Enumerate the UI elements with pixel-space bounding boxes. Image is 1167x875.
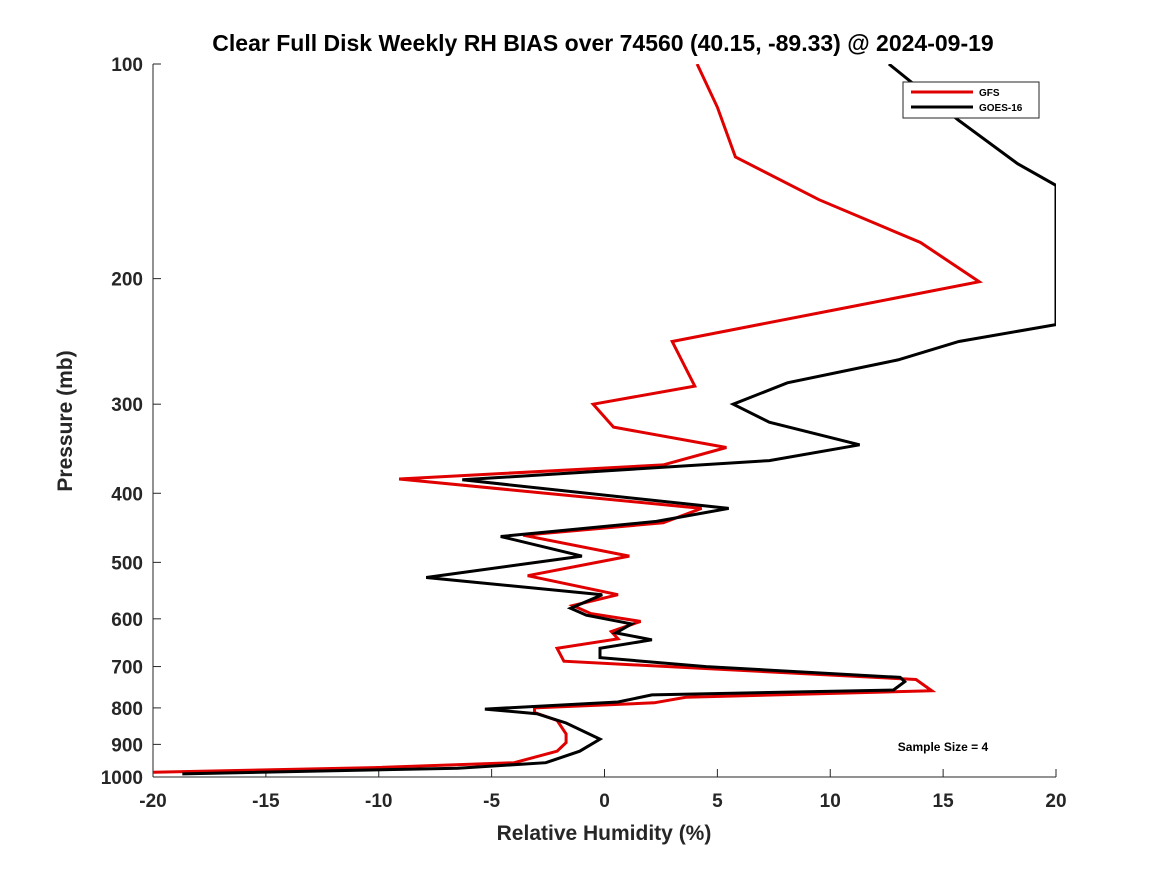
x-tick-label: -20 bbox=[139, 791, 166, 812]
x-tick-label: 15 bbox=[933, 791, 955, 812]
y-tick-label: 600 bbox=[111, 610, 143, 631]
chart-title: Clear Full Disk Weekly RH BIAS over 7456… bbox=[212, 30, 993, 56]
y-tick-label: 1000 bbox=[101, 768, 143, 789]
legend: GFS GOES-16 bbox=[902, 81, 1040, 119]
series-group bbox=[153, 64, 1056, 776]
x-tick-label: 0 bbox=[599, 791, 610, 812]
legend-box bbox=[902, 81, 1040, 119]
legend-label-goes-16: GOES-16 bbox=[979, 103, 1023, 114]
sample-size-annotation: Sample Size = 4 bbox=[898, 740, 989, 754]
y-tick-label: 200 bbox=[111, 270, 143, 291]
x-tick-label: 20 bbox=[1045, 791, 1066, 812]
y-tick-label: 500 bbox=[111, 553, 143, 574]
y-tick-label: 800 bbox=[111, 699, 143, 720]
y-tick-label: 100 bbox=[111, 55, 143, 76]
x-tick-label: -5 bbox=[483, 791, 500, 812]
plot-area: -20 -15 -10 -5 0 5 10 15 20 100 200 300 400 500 600 700… bbox=[101, 55, 1067, 812]
x-tick-label: 10 bbox=[820, 791, 841, 812]
x-tick-label: -10 bbox=[365, 791, 392, 812]
x-tick-label: -15 bbox=[252, 791, 280, 812]
y-axis-label: Pressure (mb) bbox=[54, 350, 77, 491]
y-tick-label: 900 bbox=[111, 735, 143, 756]
x-tick-label: 5 bbox=[712, 791, 723, 812]
y-tick-label: 400 bbox=[111, 484, 143, 505]
legend-label-gfs: GFS bbox=[979, 88, 1000, 99]
y-tick-label: 700 bbox=[111, 658, 143, 679]
series-line-goes-16 bbox=[182, 64, 1056, 776]
y-tick-label: 300 bbox=[111, 395, 143, 416]
x-axis-label: Relative Humidity (%) bbox=[497, 822, 712, 845]
